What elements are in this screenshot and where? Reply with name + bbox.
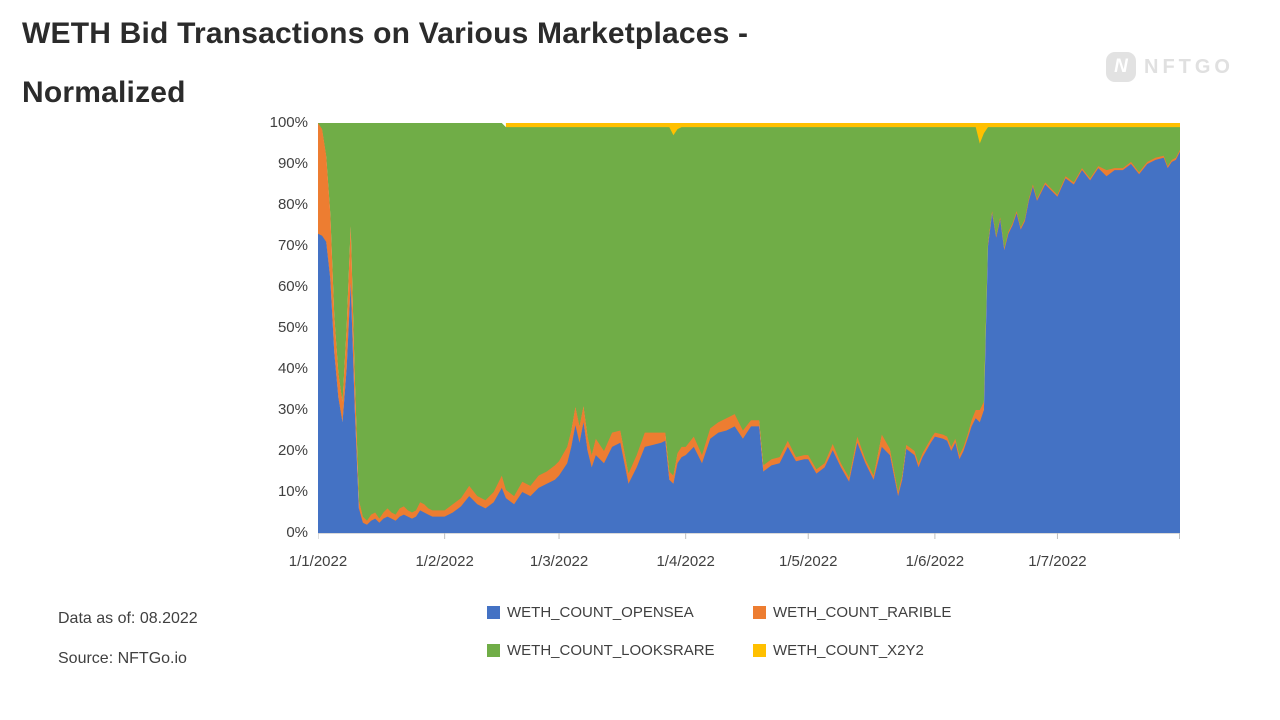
x-axis-label: 1/4/2022 [656, 553, 715, 570]
y-axis-label: 20% [277, 442, 308, 459]
x-axis-label: 1/3/2022 [529, 553, 589, 570]
legend-item-weth_count_rarible: WETH_COUNT_RARIBLE [753, 603, 951, 621]
y-axis-label: 40% [277, 360, 308, 377]
y-axis-label: 60% [277, 278, 308, 295]
y-axis-label: 10% [277, 483, 308, 500]
legend-swatch [487, 643, 500, 657]
y-axis-label: 70% [277, 237, 308, 254]
nftgo-logo-text: NFTGO [1144, 55, 1234, 78]
legend-label: WETH_COUNT_RARIBLE [773, 603, 952, 621]
x-axis-label: 1/1/2022 [288, 553, 348, 570]
nftgo-logo: N NFTGO [1106, 52, 1234, 82]
area-weth-count-x2y2 [505, 123, 1180, 145]
nftgo-logo-icon: N [1106, 52, 1136, 82]
chart-title-line-2: Normalized [22, 76, 186, 109]
x-axis-label: 1/6/2022 [905, 553, 965, 570]
legend-item-weth_count_opensea: WETH_COUNT_OPENSEA [487, 603, 694, 621]
y-axis-label: 90% [277, 155, 308, 172]
area-weth-count-opensea [318, 151, 1180, 533]
data-as-of-text: Data as of: 08.2022 [58, 610, 198, 627]
y-axis-label: 80% [277, 196, 308, 213]
legend-label: WETH_COUNT_LOOKSRARE [507, 641, 715, 659]
legend-swatch [753, 605, 766, 619]
x-axis-label: 1/7/2022 [1028, 553, 1087, 570]
legend-swatch [487, 605, 500, 619]
legend-item-weth_count_x2y2: WETH_COUNT_X2Y2 [753, 641, 924, 659]
legend-label: WETH_COUNT_OPENSEA [507, 603, 694, 621]
x-axis-label: 1/2/2022 [415, 553, 474, 570]
y-axis-label: 0% [286, 524, 308, 541]
y-axis-label: 30% [277, 401, 308, 418]
legend-swatch [753, 643, 766, 657]
legend-label: WETH_COUNT_X2Y2 [773, 641, 924, 659]
area-weth-count-looksrare [318, 123, 1180, 522]
y-axis-label: 50% [277, 319, 308, 336]
legend-item-weth_count_looksrare: WETH_COUNT_LOOKSRARE [487, 641, 715, 659]
source-text: Source: NFTGo.io [58, 650, 187, 667]
x-axis-label: 1/5/2022 [779, 553, 838, 570]
stacked-area-chart [318, 123, 1180, 539]
y-axis-label: 100% [269, 114, 308, 131]
chart-title: WETH Bid Transactions on Various Marketp… [22, 4, 1002, 122]
chart-title-line-1: WETH Bid Transactions on Various Marketp… [22, 17, 749, 50]
